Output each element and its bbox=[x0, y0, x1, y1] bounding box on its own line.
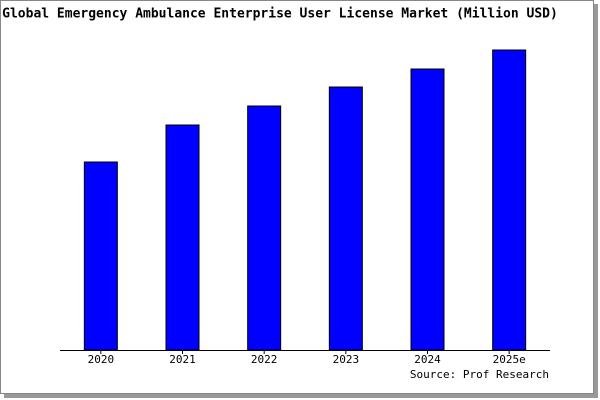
source-note: Source: Prof Research bbox=[410, 368, 549, 381]
x-tick-label: 2020 bbox=[88, 353, 115, 366]
x-tick-label: 2023 bbox=[333, 353, 360, 366]
chart-title: Global Emergency Ambulance Enterprise Us… bbox=[2, 7, 558, 22]
x-tick-label: 2025e bbox=[493, 353, 526, 366]
bar bbox=[247, 105, 282, 351]
x-tick-label: 2021 bbox=[169, 353, 196, 366]
bar bbox=[492, 49, 527, 351]
bar bbox=[165, 124, 200, 351]
x-tick-label: 2024 bbox=[414, 353, 441, 366]
bar bbox=[410, 68, 445, 351]
plot-area bbox=[60, 48, 550, 350]
bar bbox=[328, 86, 363, 351]
x-tick-label: 2022 bbox=[251, 353, 278, 366]
bar bbox=[83, 161, 118, 351]
